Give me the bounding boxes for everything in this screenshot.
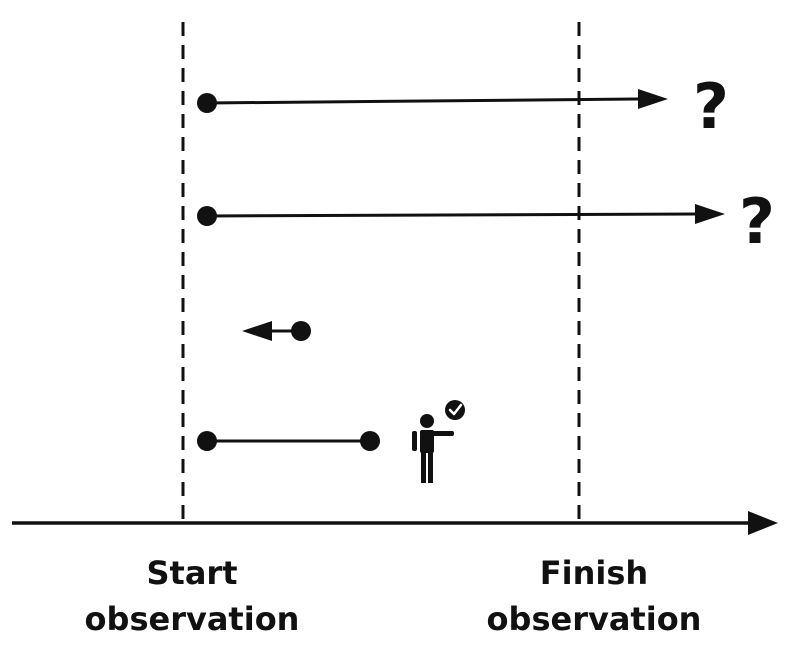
time-axis-arrowhead (748, 511, 778, 535)
finish-label-line-2: observation (486, 600, 702, 638)
subject-line-2-start-dot (197, 206, 217, 226)
subject-line-2-arrowhead (695, 204, 725, 224)
subject-line-4 (197, 431, 380, 451)
time-axis (12, 511, 778, 535)
subject-line-1-arrowhead (638, 89, 668, 109)
person-with-checkmark-icon (412, 400, 465, 483)
subject-line-4-start-dot (197, 431, 217, 451)
start-label-line-2: observation (84, 600, 300, 638)
start-observation-label: Start observation (62, 550, 322, 642)
subject-line-4-end-dot (360, 431, 380, 451)
subject-line-2 (197, 204, 725, 226)
unknown-outcome-marker-2: ? (739, 185, 775, 258)
unknown-outcome-marker-1: ? (693, 70, 729, 143)
start-label-line-1: Start (146, 554, 238, 592)
subject-line-3-dot (291, 321, 311, 341)
subject-line-3-arrowhead (242, 321, 272, 341)
finish-label-line-1: Finish (539, 554, 649, 592)
finish-observation-label: Finish observation (464, 550, 724, 642)
subject-line-3 (242, 321, 311, 341)
subject-line-1 (197, 89, 668, 113)
subject-line-1-start-dot (197, 93, 217, 113)
